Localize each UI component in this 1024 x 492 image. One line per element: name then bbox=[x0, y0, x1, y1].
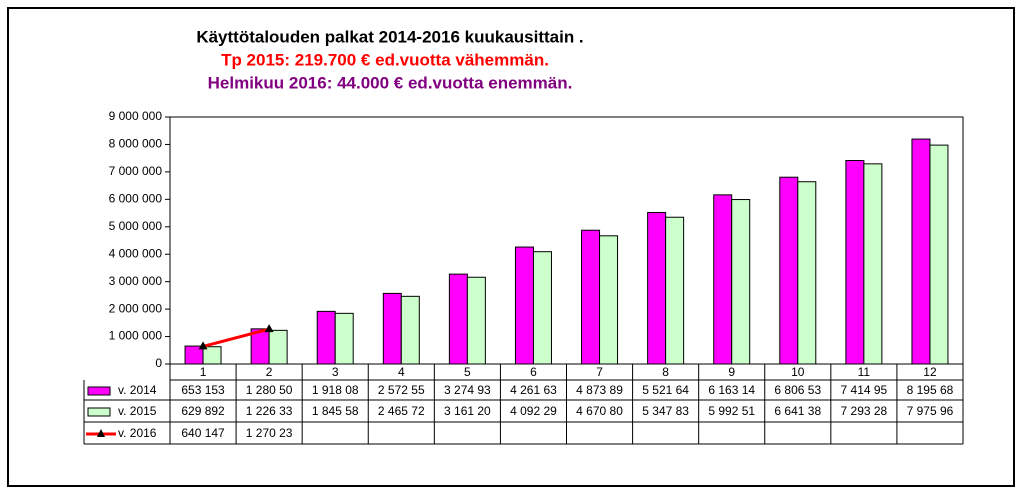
x-tick-label: 3 bbox=[332, 365, 339, 379]
line-marker bbox=[198, 341, 208, 350]
x-tick-label: 9 bbox=[728, 365, 735, 379]
table-cell: 653 153 bbox=[181, 383, 225, 397]
table-cell: 1 845 58 bbox=[312, 404, 359, 418]
bar bbox=[202, 346, 222, 365]
x-tick-label: 10 bbox=[791, 365, 805, 379]
table-cell: 640 147 bbox=[181, 426, 225, 440]
bar bbox=[863, 163, 883, 365]
table-cell: 8 195 68 bbox=[907, 383, 954, 397]
y-tick-label: 2 000 000 bbox=[109, 301, 163, 315]
bar bbox=[713, 194, 733, 365]
table-cell: 7 975 96 bbox=[907, 404, 954, 418]
bar bbox=[647, 211, 667, 365]
bar bbox=[448, 273, 468, 365]
bar bbox=[466, 276, 486, 365]
x-tick-label: 2 bbox=[266, 365, 273, 379]
table-cell: 1 280 50 bbox=[246, 383, 293, 397]
chart-title: Käyttötalouden palkat 2014-2016 kuukausi… bbox=[196, 27, 583, 46]
bar bbox=[911, 138, 931, 365]
bar bbox=[400, 295, 420, 365]
table-cell: 4 873 89 bbox=[576, 383, 623, 397]
legend-swatch bbox=[87, 386, 111, 396]
table-cell: 7 293 28 bbox=[841, 404, 888, 418]
bar bbox=[581, 229, 601, 365]
legend-swatch bbox=[87, 407, 111, 417]
table-cell: 1 918 08 bbox=[312, 383, 359, 397]
bar bbox=[268, 329, 288, 365]
table-cell: 1 226 33 bbox=[246, 404, 293, 418]
bar bbox=[514, 246, 534, 365]
table-cell: 3 161 20 bbox=[444, 404, 491, 418]
bar bbox=[599, 235, 619, 365]
y-tick-label: 0 bbox=[155, 356, 162, 370]
table-cell: 3 274 93 bbox=[444, 383, 491, 397]
x-tick-label: 5 bbox=[464, 365, 471, 379]
table-cell: 1 270 23 bbox=[246, 426, 293, 440]
table-cell: 2 465 72 bbox=[378, 404, 425, 418]
bar bbox=[797, 181, 817, 365]
x-tick-label: 12 bbox=[923, 365, 937, 379]
plot-area bbox=[169, 116, 964, 365]
x-tick-label: 7 bbox=[596, 365, 603, 379]
y-tick-label: 8 000 000 bbox=[109, 137, 163, 151]
table-cell: 7 414 95 bbox=[841, 383, 888, 397]
table-cell: 5 992 51 bbox=[708, 404, 755, 418]
chart-subtitle: Tp 2015: 219.700 € ed.vuotta vähemmän. bbox=[221, 50, 549, 69]
table-cell: 2 572 55 bbox=[378, 383, 425, 397]
y-tick-label: 5 000 000 bbox=[109, 219, 163, 233]
table-cell: 6 163 14 bbox=[708, 383, 755, 397]
legend-label: v. 2016 bbox=[118, 426, 157, 440]
bar bbox=[382, 292, 402, 365]
x-tick-label: 8 bbox=[662, 365, 669, 379]
x-tick-label: 1 bbox=[200, 365, 207, 379]
bar bbox=[845, 160, 865, 365]
table-cell: 6 641 38 bbox=[774, 404, 821, 418]
y-tick-label: 4 000 000 bbox=[109, 246, 163, 260]
legend-label: v. 2015 bbox=[118, 404, 157, 418]
bar bbox=[334, 312, 354, 365]
line bbox=[202, 327, 270, 348]
table-cell: 629 892 bbox=[181, 404, 225, 418]
bar bbox=[532, 251, 552, 365]
y-tick-label: 1 000 000 bbox=[109, 329, 163, 343]
x-tick-label: 4 bbox=[398, 365, 405, 379]
y-tick-label: 3 000 000 bbox=[109, 274, 163, 288]
line-marker bbox=[264, 324, 274, 333]
bar bbox=[779, 176, 799, 365]
legend-label: v. 2014 bbox=[118, 383, 157, 397]
table-cell: 4 092 29 bbox=[510, 404, 557, 418]
table-cell: 4 261 63 bbox=[510, 383, 557, 397]
bar bbox=[731, 199, 751, 365]
y-tick-label: 7 000 000 bbox=[109, 164, 163, 178]
table-cell: 5 347 83 bbox=[642, 404, 689, 418]
x-tick-label: 11 bbox=[858, 365, 871, 379]
table-cell: 5 521 64 bbox=[642, 383, 689, 397]
bar bbox=[665, 216, 685, 365]
table-cell: 6 806 53 bbox=[774, 383, 821, 397]
legend-marker bbox=[97, 429, 105, 437]
x-tick-label: 6 bbox=[530, 365, 537, 379]
annotation: Helmikuu 2016: 44.000 € ed.vuotta enemmä… bbox=[208, 73, 573, 92]
bar bbox=[316, 310, 336, 365]
y-tick-label: 6 000 000 bbox=[109, 192, 163, 206]
bar bbox=[929, 144, 949, 365]
y-tick-label: 9 000 000 bbox=[109, 109, 163, 123]
table-cell: 4 670 80 bbox=[576, 404, 623, 418]
